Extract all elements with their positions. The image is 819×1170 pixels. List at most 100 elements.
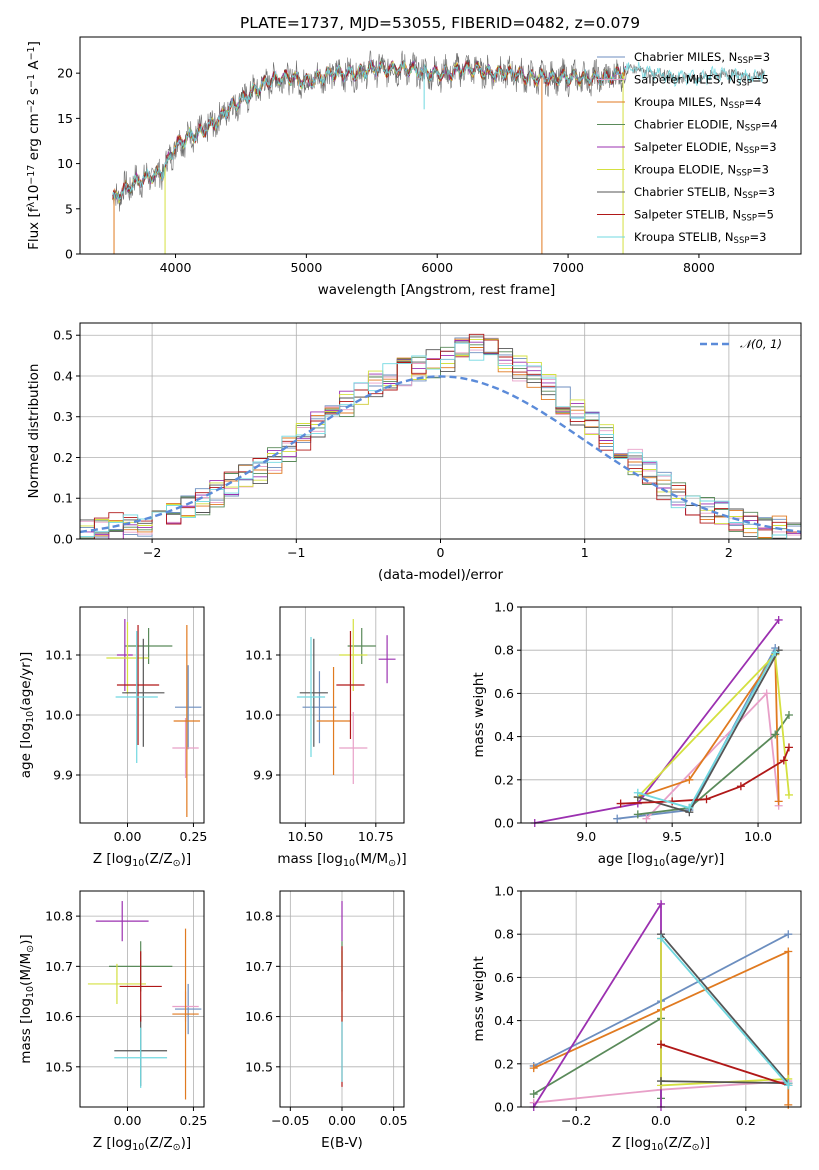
age_vs_Z-xlabel-part: Z [log <box>93 851 132 867</box>
y-tick-label: 1.0 <box>494 600 514 615</box>
legend-suffix: =3 <box>760 140 777 154</box>
weight_vs_age-xlabel-part: 10 <box>653 858 665 869</box>
legend-name: Salpeter STELIB, N <box>634 208 741 222</box>
y-tick-label: 0 <box>65 247 73 262</box>
error-bar-point <box>172 718 199 778</box>
age_vs_Z-ylabel: age [log10(age/yr)] <box>18 652 36 778</box>
legend-sub: SSP <box>729 101 745 111</box>
age_vs_mass-xlabel-part: (M/M <box>355 851 388 867</box>
x-tick-label: 5000 <box>290 260 322 275</box>
x-tick-label: 0.25 <box>180 1113 208 1128</box>
weight-series-line <box>620 747 790 805</box>
age_vs_mass-xlabel-part: mass [log <box>277 851 343 867</box>
mass_vs_Z-ylabel-part: )] <box>18 934 34 945</box>
residuals-panel: −2 −1 0 1 2 0.0 0.1 0.2 0.3 0.4 0.5 (data-model)/er… <box>26 322 802 583</box>
y-tick-label: 5 <box>65 201 73 216</box>
legend-suffix: =5 <box>752 73 769 87</box>
legend-suffix: =5 <box>757 208 774 222</box>
x-tick-label: 0 <box>437 545 445 560</box>
spectrum-ylabel-part: λ <box>26 202 37 208</box>
weight-series-line <box>645 691 780 820</box>
weight_vs_Z-xlabel-part: (Z/Z <box>663 1135 691 1151</box>
y-tick-label: 10.0 <box>245 708 273 723</box>
legend-name: Salpeter MILES, N <box>634 73 736 87</box>
residual-histogram <box>80 342 801 539</box>
weight-point-marker <box>685 803 694 812</box>
x-tick-label: −0.2 <box>561 1113 591 1128</box>
y-tick-label: 20 <box>57 66 73 81</box>
error-bar-point <box>339 712 368 784</box>
legend-sub: SSP <box>741 214 757 224</box>
weight-point-marker <box>613 814 622 823</box>
y-tick-label: 0.2 <box>494 772 514 787</box>
mass_vs_Z-ylabel-part: ⊙ <box>25 945 36 953</box>
spectrum-ylabel-part: erg cm <box>26 113 42 164</box>
legend-label: Salpeter ELODIE, NSSP=3 <box>634 140 777 156</box>
weight-series-line <box>660 1043 790 1087</box>
age_vs_Z-xlabel-part: )] <box>181 851 192 867</box>
y-tick-label: 0.8 <box>494 927 514 942</box>
legend-label: Kroupa STELIB, NSSP=3 <box>634 230 766 246</box>
weight-point-marker <box>771 730 780 739</box>
legend-label: Salpeter MILES, NSSP=5 <box>634 73 769 89</box>
error-bar-point <box>296 637 326 757</box>
age_vs_Z-xlabel-part: ⊙ <box>173 858 181 869</box>
mass_vs_Z-xlabel: Z [log10(Z/Z⊙)] <box>93 1135 191 1153</box>
spectrum-ylabel-part: Flux [f <box>26 206 42 250</box>
residuals-ylabel: Normed distribution <box>26 364 42 499</box>
x-tick-label: 7000 <box>552 260 584 275</box>
error-bar-point <box>174 665 202 750</box>
x-tick-label: 0.00 <box>328 1113 356 1128</box>
y-tick-label: 9.9 <box>253 768 273 783</box>
legend-label: Chabrier STELIB, NSSP=3 <box>634 185 775 201</box>
spectrum-ylabel-part: −1 <box>26 46 37 60</box>
weight-point-marker <box>657 934 665 943</box>
legend-sub: SSP <box>745 124 761 134</box>
weight_vs_Z-xlabel-part: )] <box>700 1135 711 1151</box>
error-bar-point <box>87 963 146 1005</box>
legend-name: Salpeter ELODIE, N <box>634 140 744 154</box>
mass_vs_Z-xlabel-part: 10 <box>132 1142 144 1153</box>
error-bar-point <box>174 983 202 1035</box>
mass_vs_ebv-xlabel: E(B-V) <box>321 1135 363 1151</box>
x-tick-label: 0.05 <box>380 1113 408 1128</box>
x-tick-label: 1 <box>581 545 589 560</box>
legend-sub: SSP <box>737 56 753 66</box>
mass_vs_Z-xlabel-part: ⊙ <box>173 1142 181 1153</box>
error-bar-point <box>95 901 149 942</box>
error-bar-point <box>299 638 328 747</box>
error-bar-point <box>115 631 158 763</box>
legend-sub: SSP <box>736 169 752 179</box>
y-tick-label: 9.9 <box>53 768 73 783</box>
legend-sub: SSP <box>744 146 760 156</box>
error-bar-point <box>336 631 365 739</box>
residuals-xlabel: (data-model)/error <box>378 567 504 583</box>
spectrum-panel: 4000 5000 6000 7000 8000 0 5 10 15 20 wavelength [… <box>26 36 802 298</box>
weight_vs_age-xlabel-part: (age/yr)] <box>665 851 724 867</box>
axes-frame <box>520 606 802 824</box>
mass_vs_Z-xlabel-part: (Z/Z <box>144 1135 172 1151</box>
error-bar-point <box>302 671 337 744</box>
legend-label: 𝒩(0, 1) <box>740 337 782 351</box>
error-bar-point <box>378 635 396 684</box>
legend-name: Chabrier STELIB, N <box>634 185 742 199</box>
weight-point-marker <box>702 795 711 804</box>
weight-point-marker <box>784 947 793 956</box>
mass-vs-ebv-panel: −0.05 0.00 0.05 10.5 10.6 10.7 10.8 E(B-V) <box>245 890 408 1151</box>
legend-sub: SSP <box>736 79 752 89</box>
mass_vs_Z-ylabel-part: 10 <box>25 986 36 998</box>
spectrum-ylabel-part: −17 <box>26 165 37 185</box>
age_vs_Z-xlabel: Z [log10(Z/Z⊙)] <box>93 851 191 869</box>
mass_vs_Z-ylabel-part: mass [log <box>18 998 34 1064</box>
weight-series-line <box>637 649 780 814</box>
error-bar-point <box>106 622 149 694</box>
y-tick-label: 0.4 <box>53 368 73 383</box>
weight-point-marker <box>657 1077 665 1086</box>
x-tick-label: 10.0 <box>744 829 772 844</box>
y-tick-label: 0.4 <box>494 729 514 744</box>
age_vs_mass-xlabel-part: 10 <box>343 858 355 869</box>
legend-label: Salpeter STELIB, NSSP=5 <box>634 208 774 224</box>
spectrum-ylabel-part: −2 <box>26 99 37 113</box>
weight-point-marker <box>784 743 793 752</box>
